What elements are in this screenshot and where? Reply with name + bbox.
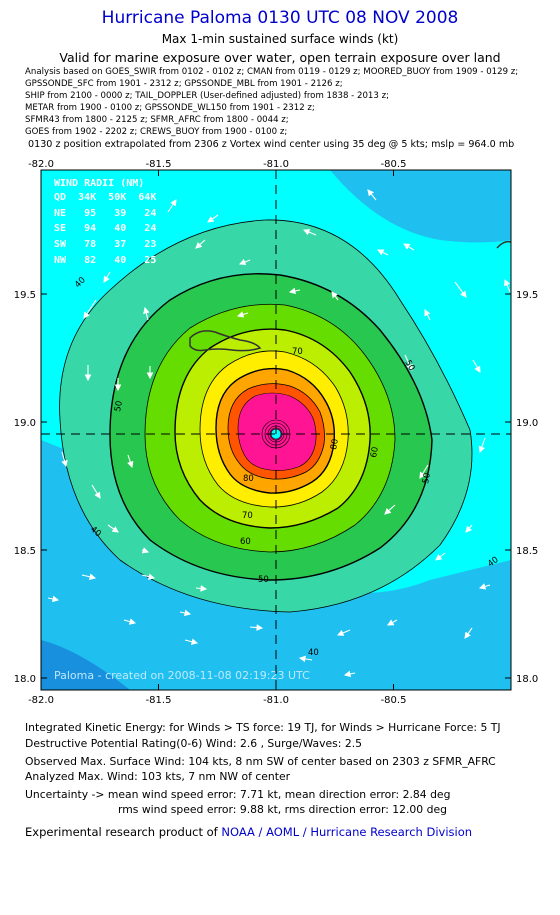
x-tick-label: -80.5 [381, 159, 407, 170]
source-line: SFMR43 from 1800 - 2125 z; SFMR_AFRC fro… [25, 115, 289, 125]
y-tick-label: 18.0 [14, 674, 36, 685]
contour-under-40-sw-corner [41, 640, 130, 690]
contour-label: 50 [421, 472, 433, 484]
y-tick-label: 19.0 [516, 418, 538, 429]
y-tick-label: 18.0 [516, 674, 538, 685]
hrd-credit-link[interactable]: NOAA / AOML / Hurricane Research Divisio… [221, 825, 473, 839]
observed-max-wind-line: Observed Max. Surface Wind: 104 kts, 8 n… [25, 755, 496, 768]
destructive-potential-line: Destructive Potential Rating(0-6) Wind: … [25, 737, 363, 750]
source-line: Analysis based on GOES_SWIR from 0102 - … [25, 67, 519, 77]
x-tick-label: -81.0 [263, 695, 289, 706]
x-tick-label: -81.0 [263, 159, 289, 170]
wind-radii-header: WIND RADII (NM) [54, 178, 144, 189]
wind-radii-row: NW 82 40 25 [54, 255, 156, 266]
contour-label: 50 [402, 359, 416, 373]
wind-radii-row: SW 78 37 23 [54, 239, 156, 250]
contour-label: 50 [113, 400, 125, 412]
credit-prefix: Experimental research product of [25, 825, 218, 839]
contour-label: 70 [292, 347, 303, 357]
source-line: GOES from 1902 - 2202 z; CREWS_BUOY from… [25, 127, 288, 137]
uncertainty-line-1: Uncertainty -> mean wind speed error: 7.… [25, 788, 451, 801]
y-tick-label: 18.5 [516, 546, 538, 557]
contour-under-40-ne [330, 170, 511, 243]
map-subtitle: Max 1-min sustained surface winds (kt) [161, 32, 399, 46]
analyzed-max-wind-line: Analyzed Max. Wind: 103 kts, 7 nm NW of … [25, 770, 291, 783]
contour-label: 50 [258, 575, 269, 585]
y-tick-label: 19.5 [14, 290, 36, 301]
land-little-cayman [189, 330, 262, 352]
x-tick-label: -80.5 [381, 695, 407, 706]
x-tick-label: -81.5 [146, 159, 172, 170]
ike-line: Integrated Kinetic Energy: for Winds > T… [25, 721, 501, 734]
x-tick-label: -82.0 [28, 695, 54, 706]
source-line: GPSSONDE_SFC from 1901 - 2312 z; GPSSOND… [25, 79, 343, 89]
contour-label: 80 [329, 438, 341, 450]
axis-ticks [40, 170, 511, 690]
validity-note: Valid for marine exposure over water, op… [59, 50, 501, 65]
extrapolation-note: 0130 z position extrapolated from 2306 z… [28, 139, 515, 150]
wind-radii-row: SE 94 40 24 [54, 223, 156, 234]
contour-label: 60 [369, 446, 381, 458]
source-line: METAR from 1900 - 0100 z; GPSSONDE_WL150… [25, 103, 315, 113]
contour-label: 60 [240, 537, 251, 547]
uncertainty-line-2: rms wind speed error: 9.88 kt, rms direc… [118, 803, 447, 816]
source-line: SHIP from 2100 - 0000 z; TAIL_DOPPLER (U… [25, 91, 389, 101]
credit-line: Experimental research product of NOAA / … [25, 825, 472, 839]
wind-radii-row: NE 95 39 24 [54, 208, 156, 219]
contour-label: 70 [242, 511, 253, 521]
x-tick-label: -81.5 [146, 695, 172, 706]
wind-vectors [47, 189, 511, 678]
contour-label: 40 [308, 648, 319, 658]
storm-center-crosshair [41, 170, 511, 690]
wind-radii-table: WIND RADII (NM) QD 34K 50K 64K NE 95 39 … [54, 178, 156, 266]
y-tick-label: 18.5 [14, 546, 36, 557]
land-cayman-brac [496, 240, 511, 249]
map-title: Hurricane Paloma 0130 UTC 08 NOV 2008 [101, 8, 459, 28]
y-tick-label: 19.5 [516, 290, 538, 301]
map-creation-credit: Paloma - created on 2008-11-08 02:19:23 … [54, 669, 310, 682]
x-tick-label: -82.0 [28, 159, 54, 170]
wind-radii-columns: QD 34K 50K 64K [54, 192, 156, 203]
contour-label: 80 [243, 474, 254, 484]
wind-analysis-map: 40 40 40 40 50 50 50 50 60 60 70 70 80 8… [14, 159, 539, 706]
y-tick-label: 19.0 [14, 418, 36, 429]
